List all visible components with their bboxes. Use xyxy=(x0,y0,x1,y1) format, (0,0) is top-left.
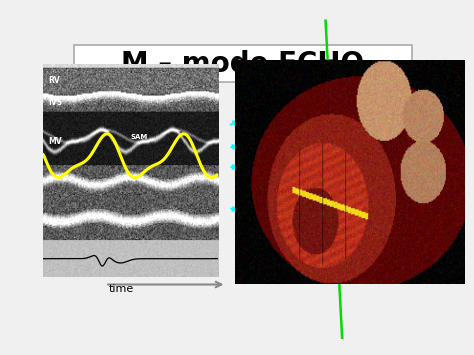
Text: MV: MV xyxy=(48,137,62,146)
Text: IVS: IVS xyxy=(48,98,62,106)
Text: RV: RV xyxy=(48,76,60,85)
Text: ECG: ECG xyxy=(72,250,94,260)
Text: SAM: SAM xyxy=(131,134,148,140)
Text: time: time xyxy=(109,284,134,294)
Bar xyxy=(74,45,412,82)
Text: M – mode ECHO: M – mode ECHO xyxy=(121,50,365,78)
